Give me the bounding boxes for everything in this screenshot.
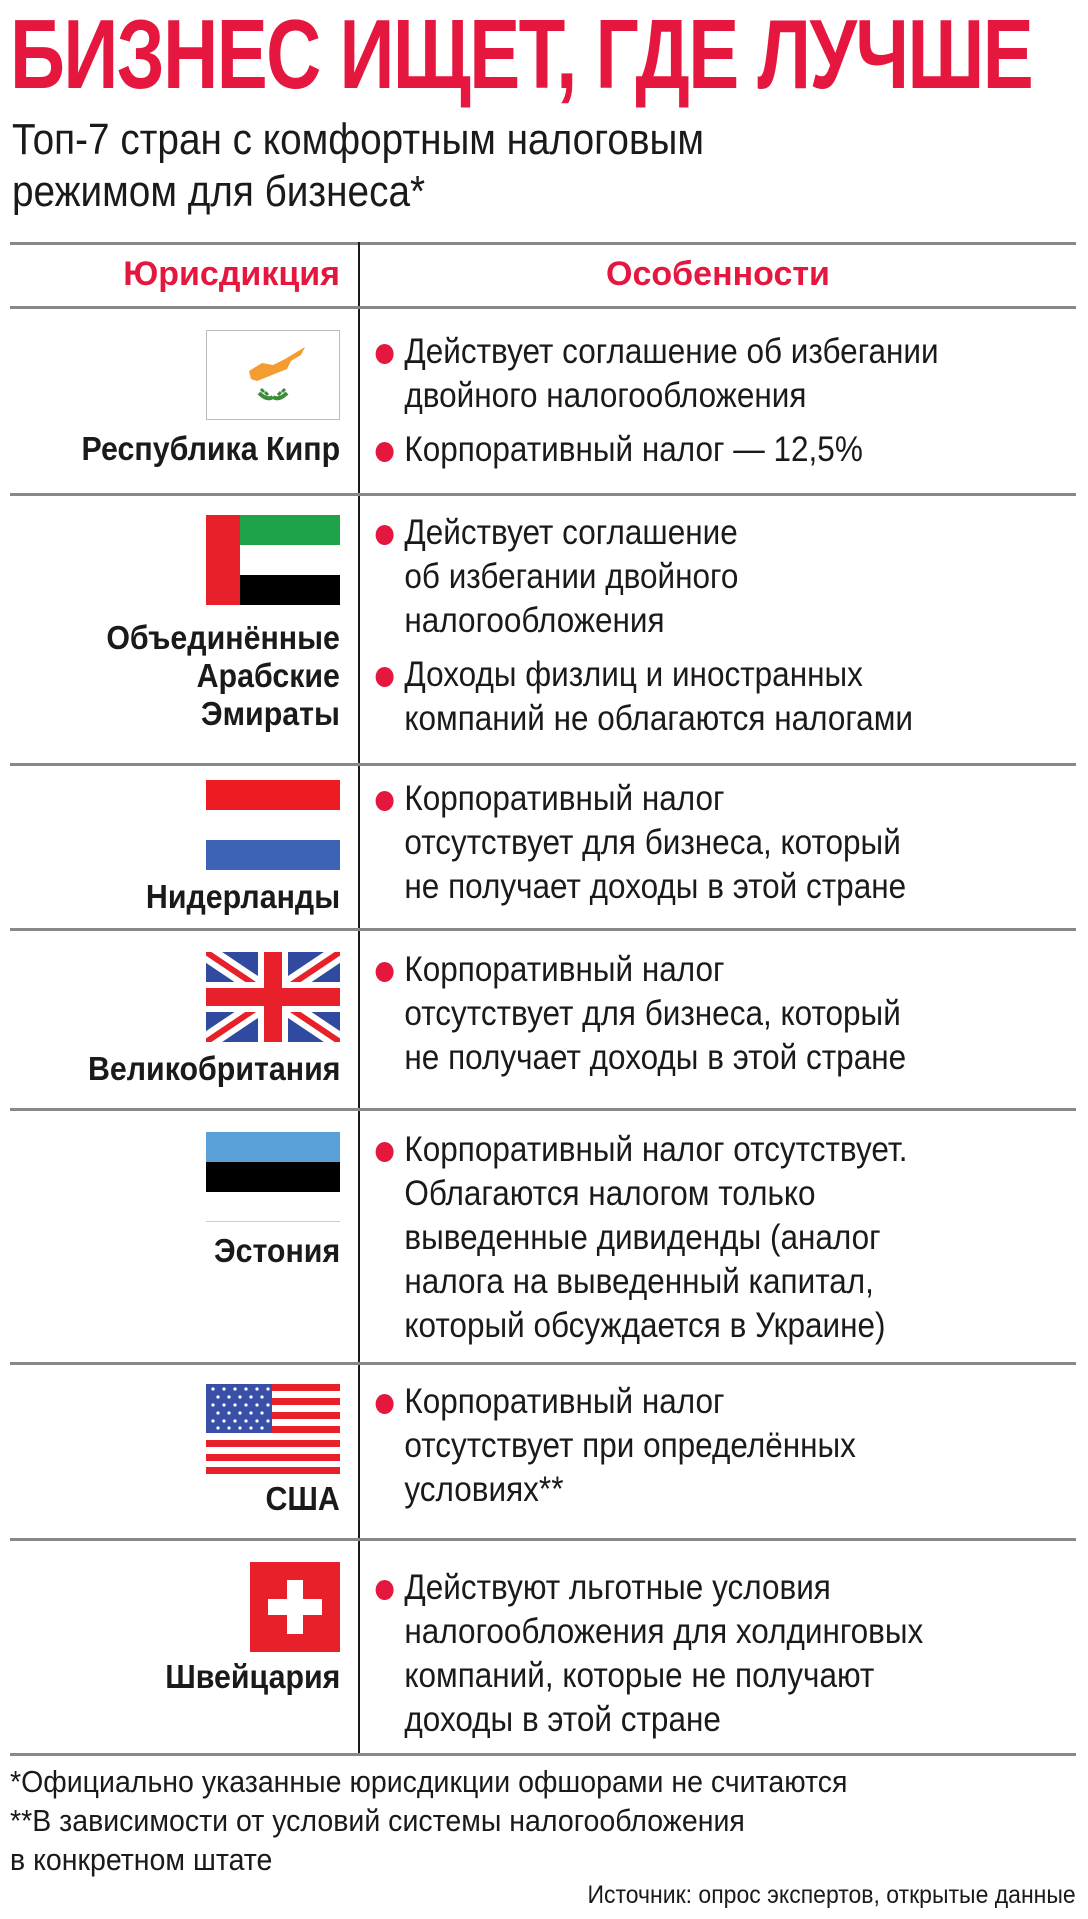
table-row-netherlands: Нидерланды Корпоративный налог отсутству…: [10, 765, 1076, 928]
bullet-dot-icon: [375, 1580, 394, 1600]
bullet-dot-icon: [375, 1394, 394, 1414]
table-row-uk: Великобритания Корпоративный налог отсут…: [10, 930, 1076, 1108]
source-note: Источник: опрос экспертов, открытые данн…: [587, 1881, 1076, 1909]
table-row-estonia: Эстония Корпоративный налог отсутствует.…: [10, 1110, 1076, 1362]
country-name: Объединённые Арабские Эмираты: [106, 619, 340, 732]
uae-flag-icon: [206, 515, 340, 605]
table-row-cyprus: Республика Кипр Действует соглашение об …: [10, 308, 1076, 493]
header-jurisdiction: Юрисдикция: [123, 254, 340, 293]
uk-flag-icon: [206, 952, 340, 1042]
row-rule: [10, 1362, 1076, 1365]
row-rule: [10, 763, 1076, 766]
switzerland-flag-icon: [250, 1562, 340, 1652]
features-cell: Корпоративный налог отсутствует при опре…: [372, 1364, 1072, 1538]
table-bottom-rule: [10, 1753, 1076, 1756]
feature-bullet: Действует соглашение об избегании двойно…: [372, 511, 1088, 643]
jurisdiction-cell: Республика Кипр: [10, 308, 340, 493]
feature-bullet: Действуют льготные условия налогообложен…: [372, 1566, 1088, 1742]
features-cell: Корпоративный налог отсутствует для бизн…: [372, 930, 1072, 1108]
features-cell: Действуют льготные условия налогообложен…: [372, 1540, 1072, 1753]
column-divider: [358, 242, 360, 1755]
header-rule: [10, 306, 1076, 309]
row-rule: [10, 928, 1076, 931]
table-top-rule: [10, 242, 1076, 245]
table-row-uae: Объединённые Арабские Эмираты Действует …: [10, 495, 1076, 763]
country-name: Республика Кипр: [81, 430, 340, 467]
subtitle-line-2: режимом для бизнеса*: [12, 167, 426, 216]
feature-bullet: Корпоративный налог отсутствует. Облагаю…: [372, 1128, 1088, 1348]
country-name: Швейцария: [164, 1658, 340, 1695]
bullet-dot-icon: [375, 667, 394, 687]
country-name: Нидерланды: [145, 878, 340, 915]
jurisdiction-cell: Швейцария: [10, 1540, 340, 1753]
bullet-dot-icon: [375, 1142, 394, 1162]
cyprus-flag-icon: [206, 330, 340, 420]
row-rule: [10, 1108, 1076, 1111]
country-name: Эстония: [213, 1232, 340, 1269]
footnote-2-cont: в конкретном штате: [10, 1842, 273, 1877]
footnote-2: **В зависимости от условий системы налог…: [10, 1803, 745, 1838]
features-cell: Корпоративный налог отсутствует. Облагаю…: [372, 1110, 1072, 1362]
bullet-dot-icon: [375, 344, 394, 364]
row-rule: [10, 1538, 1076, 1541]
feature-bullet: Корпоративный налог отсутствует для бизн…: [372, 948, 1088, 1080]
usa-flag-icon: [206, 1384, 340, 1474]
bullet-dot-icon: [375, 525, 394, 545]
header-features: Особенности: [606, 254, 830, 293]
feature-bullet: Действует соглашение об избегании двойно…: [372, 330, 1088, 418]
subtitle-line-1: Топ-7 стран с комфортным налоговым: [12, 115, 704, 164]
features-cell: Корпоративный налог отсутствует для бизн…: [372, 765, 1072, 928]
bullet-dot-icon: [375, 442, 394, 462]
jurisdiction-cell: Нидерланды: [10, 765, 340, 928]
jurisdiction-cell: Эстония: [10, 1110, 340, 1362]
feature-bullet: Корпоративный налог отсутствует для бизн…: [372, 777, 1088, 909]
jurisdiction-cell: США: [10, 1364, 340, 1538]
country-name: США: [265, 1480, 340, 1517]
table-row-usa: США Корпоративный налог отсутствует при …: [10, 1364, 1076, 1538]
footnote-1: *Официально указанные юрисдикции офшорам…: [10, 1764, 848, 1799]
jurisdiction-cell: Объединённые Арабские Эмираты: [10, 495, 340, 763]
country-name: Великобритания: [87, 1050, 340, 1087]
row-rule: [10, 493, 1076, 496]
bullet-dot-icon: [375, 962, 394, 982]
features-cell: Действует соглашение об избегании двойно…: [372, 308, 1072, 493]
page-title: БИЗНЕС ИЩЕТ, ГДЕ ЛУЧШЕ: [10, 0, 1034, 109]
feature-bullet: Доходы физлиц и иностранных компаний не …: [372, 653, 1088, 741]
feature-bullet: Корпоративный налог отсутствует при опре…: [372, 1380, 1088, 1512]
table-row-switzerland: Швейцария Действуют льготные условия нал…: [10, 1540, 1076, 1753]
features-cell: Действует соглашение об избегании двойно…: [372, 495, 1072, 763]
estonia-flag-icon: [206, 1132, 340, 1222]
netherlands-flag-icon: [206, 780, 340, 870]
feature-bullet: Корпоративный налог — 12,5%: [372, 428, 1088, 472]
subtitle: Топ-7 стран с комфортным налоговым режим…: [12, 114, 892, 218]
footnotes: *Официально указанные юрисдикции офшорам…: [10, 1762, 994, 1879]
jurisdiction-cell: Великобритания: [10, 930, 340, 1108]
bullet-dot-icon: [375, 791, 394, 811]
